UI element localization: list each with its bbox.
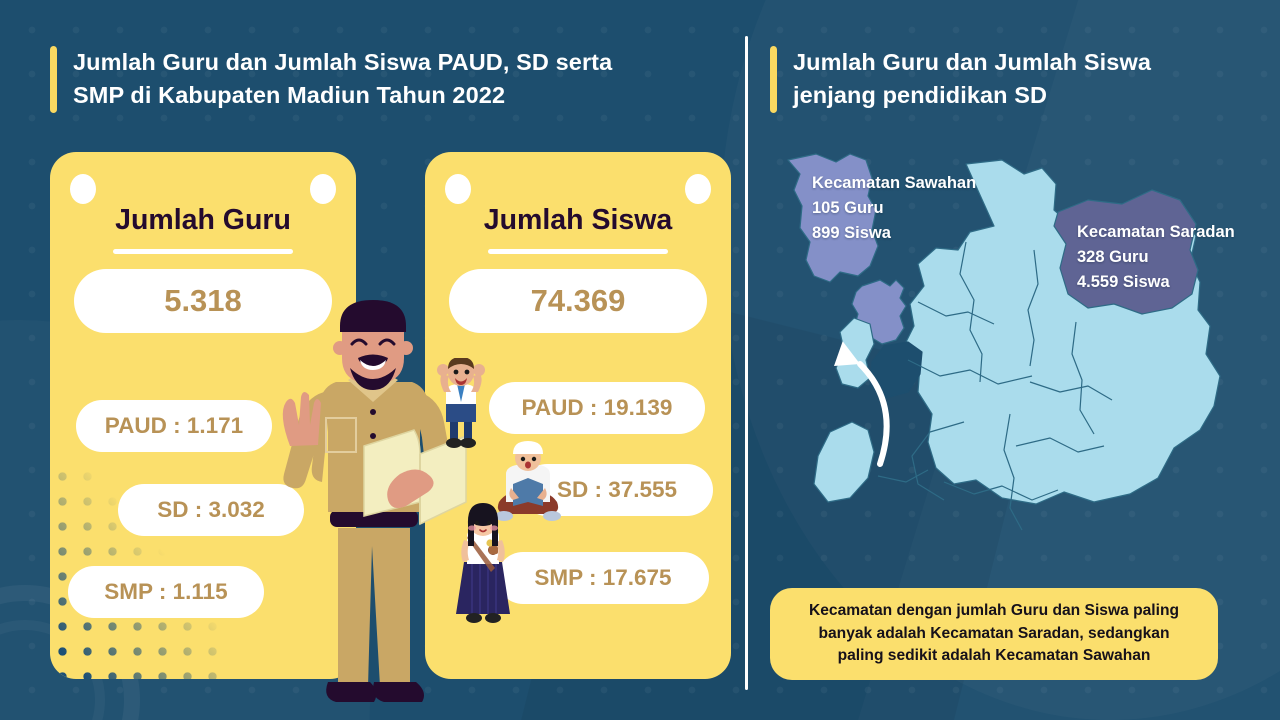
map-arrow-sawahan <box>834 341 890 467</box>
siswa-smp-row: SMP : 17.675 <box>497 552 709 604</box>
map-svg <box>787 153 1221 531</box>
card-punch-hole-right <box>685 174 711 204</box>
total-siswa-value: 74.369 <box>449 269 707 333</box>
right-panel-title-text: Jumlah Guru dan Jumlah Siswa jenjang pen… <box>793 49 1151 109</box>
title-accent-bar <box>50 46 57 113</box>
map-district-saradan <box>1053 189 1199 315</box>
guru-smp-row: SMP : 1.115 <box>68 566 264 618</box>
map-summary-caption: Kecamatan dengan jumlah Guru dan Siswa p… <box>770 588 1218 680</box>
card-title-underline <box>113 249 293 254</box>
student-cheering-illustration <box>437 358 485 448</box>
map-gap-shape <box>869 341 923 399</box>
left-panel-title-text: Jumlah Guru dan Jumlah Siswa PAUD, SD se… <box>73 49 613 109</box>
map-label-sawahan: Kecamatan Sawahan 105 Guru 899 Siswa <box>812 174 977 243</box>
card-punch-hole-right <box>310 174 336 204</box>
map-district-sawahan-inset <box>787 153 879 283</box>
card-title-jumlah-siswa: Jumlah Siswa <box>483 204 673 236</box>
total-guru-value: 5.318 <box>74 269 332 333</box>
right-panel-title: Jumlah Guru dan Jumlah Siswa jenjang pen… <box>770 46 1230 113</box>
teacher-illustration <box>282 300 467 702</box>
siswa-paud-row: PAUD : 19.139 <box>489 382 705 434</box>
card-punch-hole-left <box>445 174 471 204</box>
card-title-underline <box>488 249 668 254</box>
title-accent-bar <box>770 46 777 113</box>
left-panel-title: Jumlah Guru dan Jumlah Siswa PAUD, SD se… <box>50 46 720 113</box>
guru-paud-row: PAUD : 1.171 <box>76 400 272 452</box>
map-body-southwest-lobe <box>813 421 875 503</box>
card-punch-hole-left <box>70 174 96 204</box>
student-reading-illustration <box>495 441 561 521</box>
kabupaten-madiun-map <box>758 146 1266 576</box>
student-girl-illustration <box>456 503 510 623</box>
panel-divider <box>745 36 748 690</box>
map-label-saradan: Kecamatan Saradan 328 Guru 4.559 Siswa <box>1077 223 1235 292</box>
card-title-jumlah-guru: Jumlah Guru <box>115 204 291 236</box>
